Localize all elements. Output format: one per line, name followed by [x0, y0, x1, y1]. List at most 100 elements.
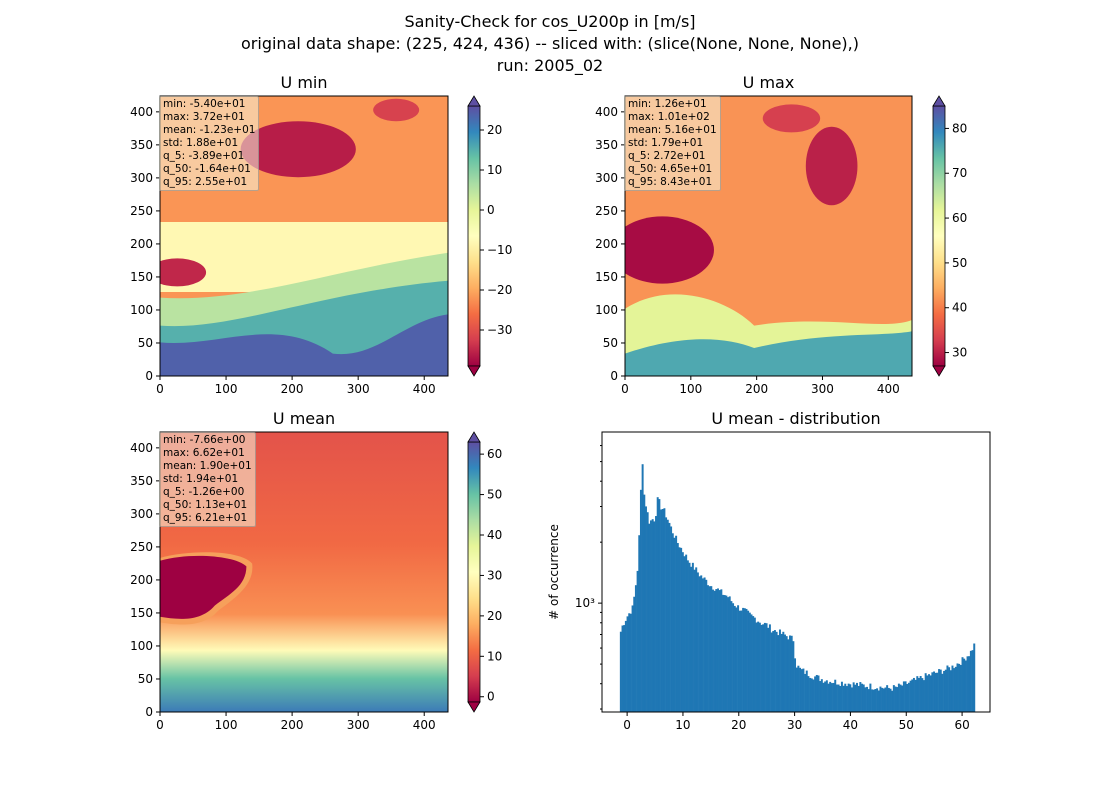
y-tick-label: 200	[130, 237, 153, 251]
histogram-bar	[876, 688, 879, 712]
histogram-bar	[958, 663, 961, 712]
histogram-bar	[722, 594, 725, 712]
histogram-bar	[767, 627, 770, 712]
histogram-bar	[740, 610, 743, 712]
histogram-bar	[753, 617, 756, 712]
stats-box-u-min: min: -5.40e+01 max: 3.72e+01 mean: -1.23…	[159, 96, 260, 191]
histogram-bar	[655, 516, 658, 712]
histogram-bar	[815, 674, 818, 712]
histogram-bar	[661, 508, 664, 712]
histogram-bar	[844, 683, 847, 712]
x-tick-label: 0	[623, 718, 631, 732]
histogram-bar	[919, 676, 922, 712]
histogram-bar	[926, 675, 929, 712]
histogram-bar	[953, 668, 956, 712]
histogram-bar	[775, 631, 778, 712]
histogram-bar	[696, 572, 699, 712]
y-tick-label: 350	[130, 138, 153, 152]
y-tick-label: 350	[130, 474, 153, 488]
y-axis-label: # of occurrence	[547, 524, 561, 620]
histogram-bar	[879, 686, 882, 712]
histogram-bar	[747, 610, 750, 712]
histogram-bar	[720, 589, 723, 712]
x-tick-label: 200	[281, 382, 304, 396]
figure-title-line-3: run: 2005_02	[496, 56, 604, 75]
histogram-bar	[794, 658, 797, 712]
histogram-bar	[911, 679, 914, 712]
x-tick-label: 200	[745, 382, 768, 396]
histogram-bar	[896, 687, 899, 712]
x-tick-label: 40	[843, 718, 858, 732]
histogram-bar	[881, 687, 884, 712]
stat-q50: q_50: -1.64e+01	[163, 163, 251, 175]
histogram-bar	[631, 605, 634, 712]
histogram-bar	[866, 686, 869, 712]
histogram-bar	[785, 636, 788, 712]
histogram-bar	[891, 690, 894, 712]
y-tick-label: 100	[595, 303, 618, 317]
histogram-bar	[668, 522, 671, 712]
colorbar-gradient	[932, 105, 946, 367]
y-tick-label: 100	[130, 639, 153, 653]
histogram-bar	[963, 658, 966, 712]
histogram-bar	[695, 567, 698, 712]
histogram-bar	[882, 688, 885, 712]
histogram-bar	[807, 676, 810, 712]
histogram-bar	[872, 689, 875, 712]
histogram-bar	[728, 596, 731, 712]
x-tick-label: 400	[413, 382, 436, 396]
histogram-bar	[773, 630, 776, 712]
histogram-bar	[862, 684, 865, 712]
histogram-bar	[621, 625, 624, 712]
colorbar-tick-label: 80	[952, 121, 967, 135]
histogram-bar	[943, 670, 946, 712]
histogram-bar	[897, 683, 900, 712]
histogram-bar	[653, 521, 656, 712]
histogram-bar	[623, 625, 626, 712]
histogram-bar	[907, 682, 910, 712]
y-tick-label: 300	[130, 507, 153, 521]
colorbar-tick-label: −20	[487, 283, 512, 297]
colorbar-gradient	[467, 441, 481, 703]
y-tick-label: 250	[130, 540, 153, 554]
colorbar-tick-label: 20	[487, 123, 502, 137]
histogram-bar	[837, 684, 840, 712]
histogram-bar	[867, 689, 870, 712]
histogram-bar	[792, 641, 795, 712]
colorbar-extend-max	[467, 95, 481, 107]
histogram-bar	[921, 678, 924, 712]
histogram-bar	[832, 682, 835, 712]
histogram-bar	[854, 684, 857, 712]
colorbar-tick-label: 50	[487, 488, 502, 502]
histogram-bar	[939, 669, 942, 712]
histogram-bar	[650, 520, 652, 712]
y-tick-label: 250	[130, 204, 153, 218]
histogram-bar	[852, 682, 855, 712]
histogram-bar	[710, 586, 713, 712]
histogram-bar	[760, 624, 763, 712]
stats-box-u-mean: min: -7.66e+00 max: 6.62e+01 mean: 1.90e…	[159, 432, 256, 527]
histogram-bar	[683, 556, 686, 712]
histogram-bar	[770, 632, 773, 712]
histogram-bar	[850, 687, 853, 712]
colorbar-tick-label: −10	[487, 243, 512, 257]
colorbar-tick-label: 40	[952, 301, 967, 315]
histogram-bar	[840, 681, 843, 712]
histogram-bar	[748, 612, 751, 712]
histogram-bar	[914, 679, 917, 712]
histogram-bar	[877, 690, 880, 712]
y-tick-label: 150	[130, 606, 153, 620]
histogram-bar	[665, 517, 668, 712]
histogram-bar	[638, 535, 641, 712]
histogram-bar	[708, 586, 711, 712]
stat-q95: q_95: 6.21e+01	[163, 512, 248, 524]
histogram-bar	[869, 683, 872, 712]
histogram-bar	[619, 631, 622, 712]
histogram-bar	[765, 623, 768, 712]
y-tick-label: 400	[595, 105, 618, 119]
histogram-bar	[902, 681, 905, 712]
histogram-bar	[961, 657, 964, 712]
histogram-bar	[847, 683, 850, 712]
y-tick-label: 250	[595, 204, 618, 218]
